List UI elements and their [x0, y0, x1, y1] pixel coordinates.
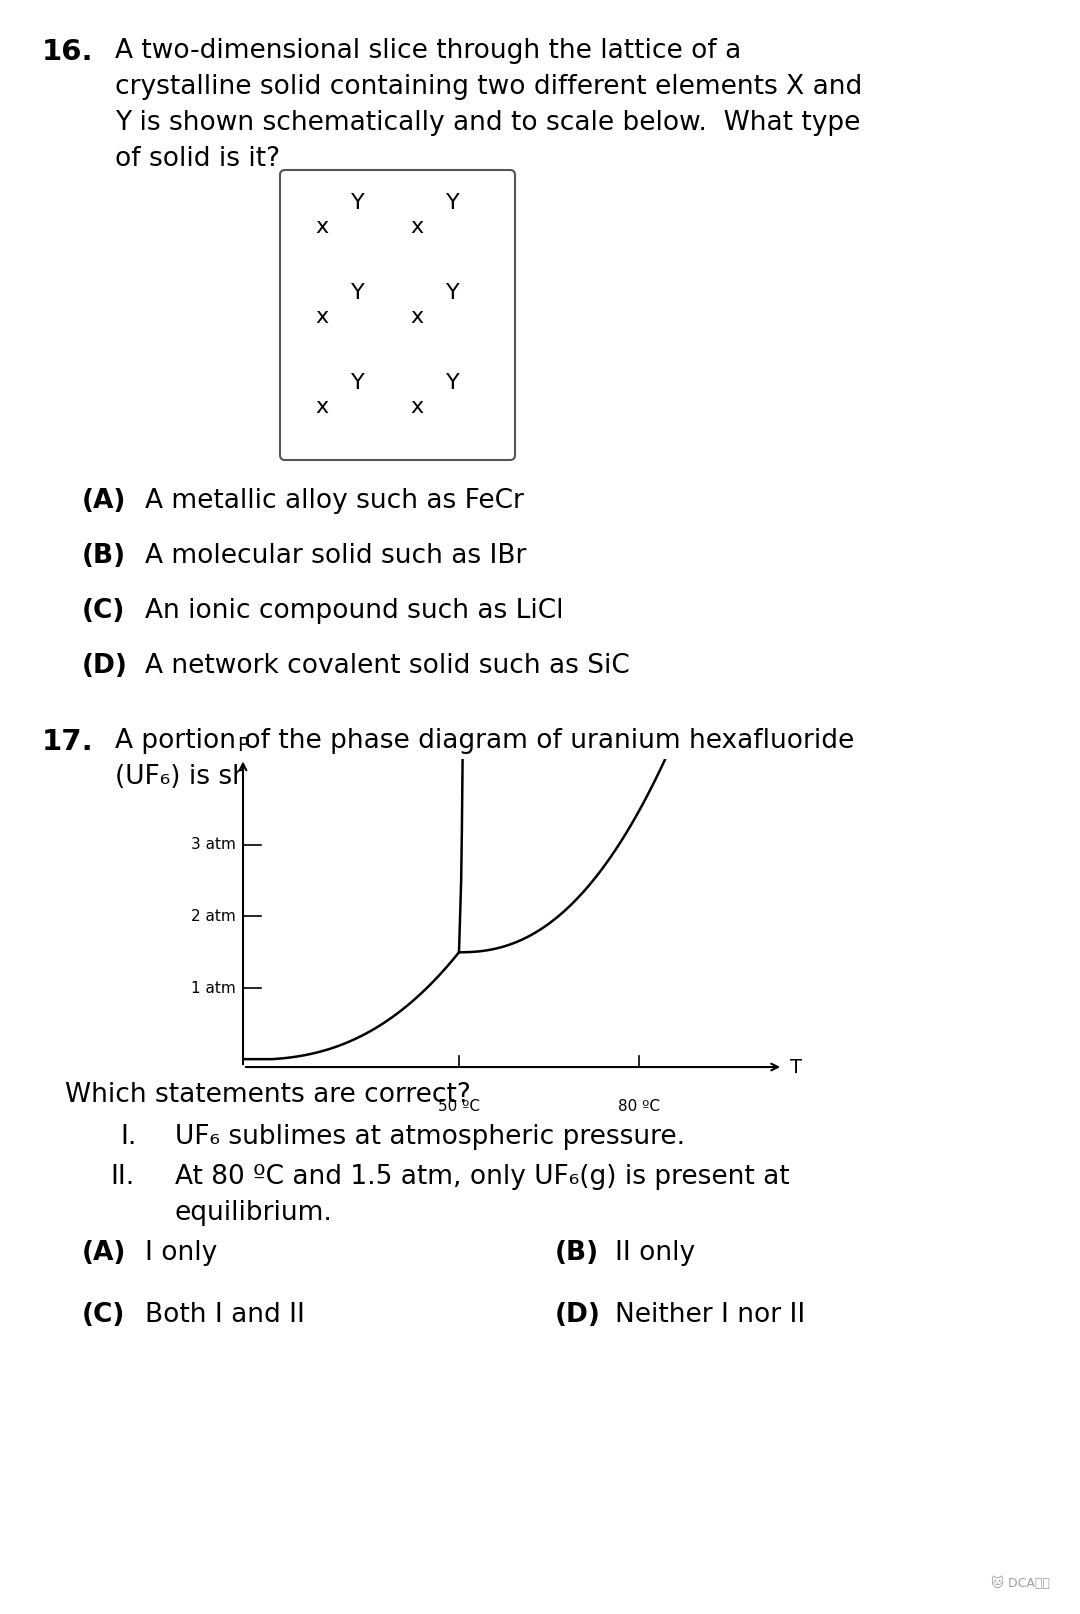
Text: Y: Y — [446, 282, 460, 303]
Text: Y: Y — [351, 373, 365, 392]
FancyBboxPatch shape — [280, 169, 515, 460]
Text: A molecular solid such as IBr: A molecular solid such as IBr — [145, 542, 526, 570]
Text: Y: Y — [351, 282, 365, 303]
Text: An ionic compound such as LiCl: An ionic compound such as LiCl — [145, 599, 564, 625]
Text: (B): (B) — [82, 542, 126, 570]
Text: x: x — [315, 216, 328, 237]
Text: At 80 ºC and 1.5 atm, only UF₆(g) is present at: At 80 ºC and 1.5 atm, only UF₆(g) is pre… — [175, 1164, 789, 1190]
Text: P: P — [238, 736, 248, 755]
Text: Y: Y — [446, 194, 460, 213]
Text: (A): (A) — [82, 487, 126, 513]
Text: (C): (C) — [82, 599, 125, 625]
Text: A portion of the phase diagram of uranium hexafluoride: A portion of the phase diagram of uraniu… — [114, 728, 854, 754]
Text: 17.: 17. — [42, 728, 94, 755]
Text: (C): (C) — [82, 1302, 125, 1328]
Text: x: x — [315, 397, 328, 416]
Text: A two-dimensional slice through the lattice of a: A two-dimensional slice through the latt… — [114, 39, 741, 65]
Text: 80 ºC: 80 ºC — [618, 1099, 660, 1114]
Text: T: T — [791, 1057, 802, 1077]
Text: Y: Y — [351, 194, 365, 213]
Text: Both I and II: Both I and II — [145, 1302, 305, 1328]
Text: (UF₆) is shown below.: (UF₆) is shown below. — [114, 763, 396, 789]
Text: (D): (D) — [82, 654, 127, 679]
Text: x: x — [410, 397, 423, 416]
Text: 50 ºC: 50 ºC — [438, 1099, 480, 1114]
Text: 16.: 16. — [42, 39, 94, 66]
Text: equilibrium.: equilibrium. — [175, 1199, 333, 1227]
Text: Y: Y — [446, 373, 460, 392]
Text: crystalline solid containing two different elements X and: crystalline solid containing two differe… — [114, 74, 862, 100]
Text: 1 atm: 1 atm — [191, 981, 235, 996]
Text: A metallic alloy such as FeCr: A metallic alloy such as FeCr — [145, 487, 524, 513]
Text: II.: II. — [110, 1164, 134, 1190]
Text: (D): (D) — [555, 1302, 600, 1328]
Text: II only: II only — [615, 1240, 696, 1265]
Text: (A): (A) — [82, 1240, 126, 1265]
Text: Y is shown schematically and to scale below.  What type: Y is shown schematically and to scale be… — [114, 110, 861, 136]
Text: of solid is it?: of solid is it? — [114, 145, 280, 173]
Text: I only: I only — [145, 1240, 217, 1265]
Text: 🐱 DCA星球: 🐱 DCA星球 — [991, 1577, 1050, 1590]
Text: UF₆ sublimes at atmospheric pressure.: UF₆ sublimes at atmospheric pressure. — [175, 1123, 685, 1151]
Text: x: x — [315, 307, 328, 328]
Text: (B): (B) — [555, 1240, 599, 1265]
Text: A network covalent solid such as SiC: A network covalent solid such as SiC — [145, 654, 630, 679]
Text: x: x — [410, 307, 423, 328]
Text: 3 atm: 3 atm — [191, 838, 235, 852]
Text: Which statements are correct?: Which statements are correct? — [65, 1081, 471, 1107]
Text: x: x — [410, 216, 423, 237]
Text: Neither I nor II: Neither I nor II — [615, 1302, 806, 1328]
Text: I.: I. — [120, 1123, 136, 1151]
Text: 2 atm: 2 atm — [191, 909, 235, 923]
